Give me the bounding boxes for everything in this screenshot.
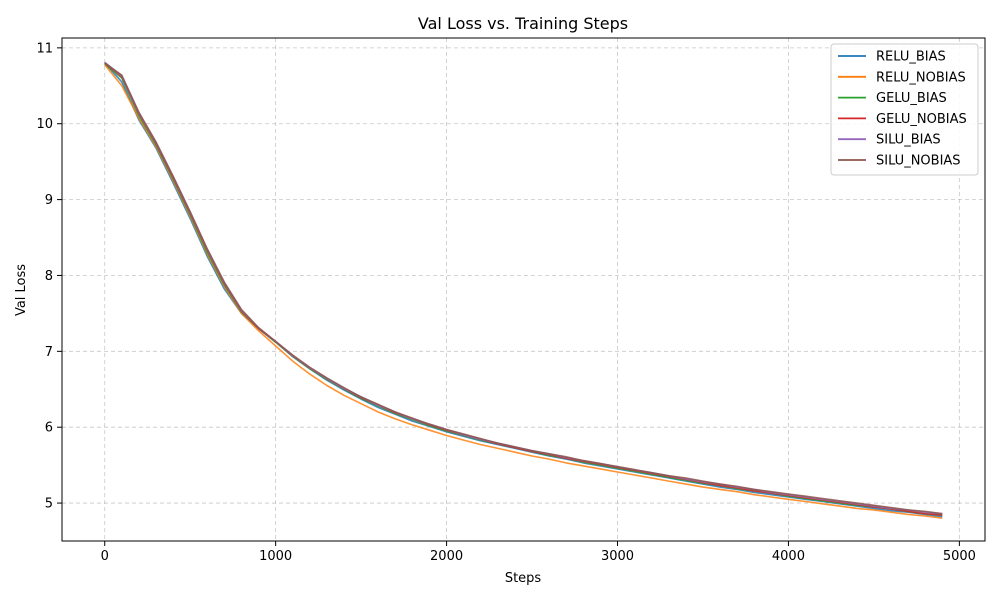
series-lines [104,61,943,519]
legend-entry: GELU_NOBIAS [876,112,967,127]
y-tick-label: 9 [45,193,53,208]
y-tick-label: 5 [45,497,53,512]
legend: RELU_BIAS RELU_NOBIAS GELU_BIAS GELU_NOBIAS… [830,43,979,176]
x-tick-label: 3000 [601,549,634,564]
legend-entry: RELU_BIAS [876,50,946,65]
chart-title: Val Loss vs. Training Steps [418,14,628,33]
y-axis-label: Val Loss [14,264,29,316]
legend-box [830,43,979,176]
x-tick-label: 4000 [772,549,805,564]
y-tick-label: 7 [45,345,53,360]
x-tick-label: 1000 [259,549,292,564]
y-axis-ticks: 5 6 7 8 9 10 11 [36,41,62,512]
x-axis-ticks: 0 1000 2000 3000 4000 5000 [101,541,976,564]
y-tick-label: 11 [36,41,53,56]
x-axis-label: Steps [505,571,542,586]
x-tick-label: 0 [101,549,109,564]
legend-entry: GELU_BIAS [876,91,947,106]
series-line-silu-nobias [104,62,943,515]
y-tick-label: 6 [45,421,53,436]
legend-entry: SILU_BIAS [876,133,941,148]
series-line-relu-nobias [104,64,943,519]
y-tick-label: 8 [45,269,53,284]
legend-entry: RELU_NOBIAS [876,70,966,85]
y-tick-label: 10 [36,117,53,132]
x-tick-label: 2000 [430,549,463,564]
plot-frame [61,37,986,542]
legend-entry: SILU_NOBIAS [876,154,961,169]
x-tick-label: 5000 [943,549,976,564]
